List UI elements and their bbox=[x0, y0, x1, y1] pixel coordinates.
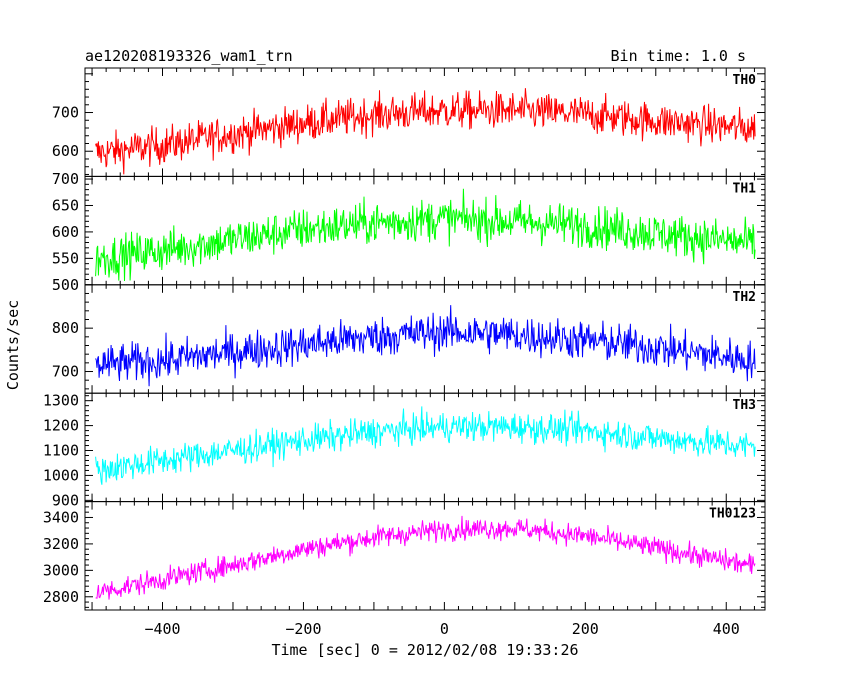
channel-label-th0123: TH0123 bbox=[709, 507, 756, 522]
x-tick-label: 0 bbox=[440, 620, 449, 638]
panel-th3: 900 1000 1100 1200 1300 TH3 bbox=[43, 392, 766, 509]
y-tick-label: 900 bbox=[52, 491, 79, 509]
y-tick-label: 3000 bbox=[43, 561, 79, 579]
y-tick-label: 1100 bbox=[43, 442, 79, 460]
y-tick-label: 800 bbox=[52, 319, 79, 337]
y-tick-label: 2800 bbox=[43, 588, 79, 606]
x-tick-label: −400 bbox=[144, 620, 180, 638]
channel-label-th1: TH1 bbox=[733, 181, 757, 196]
y-axis-label: Counts/sec bbox=[4, 300, 22, 390]
y-tick-label: 650 bbox=[52, 196, 79, 214]
y-tick-label: 3400 bbox=[43, 508, 79, 526]
channel-label-th2: TH2 bbox=[733, 290, 756, 305]
x-tick-label: 400 bbox=[713, 620, 740, 638]
y-tick-label: 700 bbox=[52, 104, 79, 122]
y-tick-label: 3200 bbox=[43, 535, 79, 553]
chart-subtitle: Bin time: 1.0 s bbox=[611, 47, 746, 65]
series-line-th3 bbox=[95, 406, 756, 485]
series-line-th1 bbox=[95, 188, 756, 282]
y-tick-label: 600 bbox=[52, 223, 79, 241]
y-tick-label: 500 bbox=[52, 276, 79, 294]
channel-label-th3: TH3 bbox=[733, 398, 756, 413]
x-tick-label: 200 bbox=[572, 620, 599, 638]
panel-th0123: 2800 3000 3200 3400 TH0123 bbox=[43, 501, 766, 611]
panel-th2: 700 800 TH2 bbox=[52, 284, 766, 394]
panel-frame bbox=[84, 392, 766, 503]
y-tick-label: 600 bbox=[52, 142, 79, 160]
y-tick-label: 550 bbox=[52, 249, 79, 267]
panel-th1: 500 550 600 650 700 TH1 bbox=[52, 170, 766, 294]
series-line-th0123 bbox=[95, 515, 756, 600]
chart-title: ae120208193326_wam1_trn bbox=[85, 47, 293, 65]
y-tick-label: 1000 bbox=[43, 466, 79, 484]
channel-label-th0: TH0 bbox=[733, 73, 757, 88]
y-tick-label: 700 bbox=[52, 170, 79, 188]
y-tick-label: 700 bbox=[52, 363, 79, 381]
panels-group: 600 700 TH0 500 550 600 650 700 TH1 700 800 TH2 900 1… bbox=[43, 67, 766, 638]
series-line-th2 bbox=[95, 305, 756, 387]
panel-frame bbox=[84, 501, 766, 611]
y-tick-label: 1300 bbox=[43, 392, 79, 410]
panel-th0: 600 700 TH0 bbox=[52, 67, 766, 177]
series-line-th0 bbox=[95, 88, 756, 175]
x-tick-label: −200 bbox=[285, 620, 321, 638]
y-tick-label: 1200 bbox=[43, 417, 79, 435]
x-axis-label: Time [sec] 0 = 2012/02/08 19:33:26 bbox=[271, 641, 578, 659]
